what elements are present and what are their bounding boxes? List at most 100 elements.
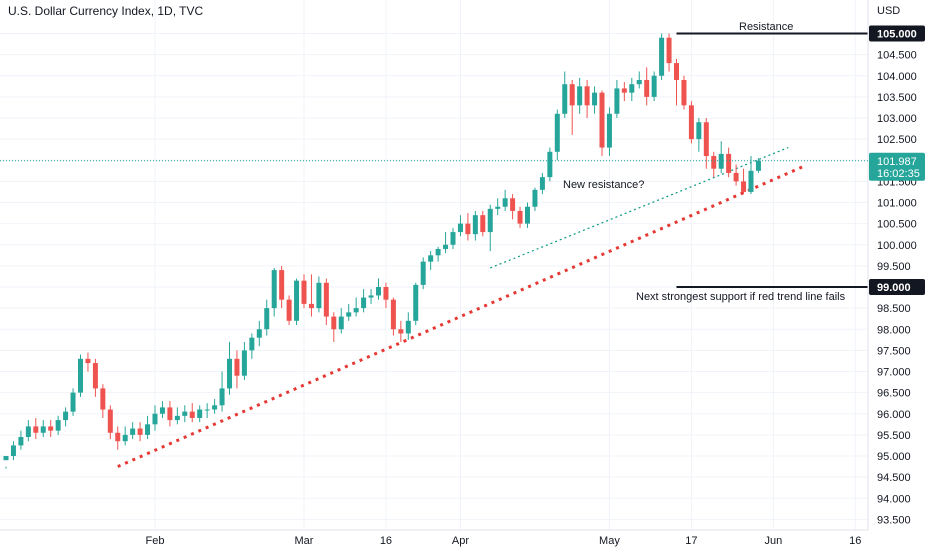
candle-down [189,411,195,418]
candle-up [70,392,76,412]
candle-down [92,363,98,389]
candle-up [532,189,538,207]
time-tick-label: 16 [849,535,861,547]
candle-up [316,282,322,309]
candle-down [115,432,121,442]
candle-up [152,413,158,425]
time-tick-label: Apr [452,535,469,547]
candle-up [539,177,545,190]
resistance-price-label: 105.000 [877,29,917,41]
support-annotation: Next strongest support if red trend line… [636,291,846,303]
candle-up [755,160,761,171]
candle-up [472,215,478,235]
time-tick-label: Mar [295,535,314,547]
candle-down [167,407,173,421]
candle-up [443,244,449,249]
candle-down [681,79,687,106]
candle-down [480,215,486,233]
candle-down [711,156,717,169]
candle-down [517,210,523,224]
candle-up [346,312,352,317]
candle-down [569,84,575,106]
candle-down [279,270,285,300]
candle-up [696,122,702,140]
candle-down [510,198,516,211]
price-tick-label: 102.500 [877,134,917,146]
candle-down [48,426,54,431]
candle-down [621,88,627,93]
candle-up [450,232,456,245]
candle-up [368,295,374,298]
current-price-label-bg [869,152,925,181]
candle-up [63,411,69,421]
candle-down [331,316,337,330]
candle-up [629,84,635,93]
candle-up [55,420,61,431]
candle-up [636,79,642,85]
candle-up [718,153,724,169]
candle-down [703,122,709,157]
candle-up [420,261,426,285]
price-tick-label: 103.500 [877,92,917,104]
candle-up [197,409,203,418]
candle-down [100,388,106,410]
price-tick-label: 101.000 [877,198,917,210]
candle-up [525,206,530,224]
support-price-label: 99.000 [877,282,911,294]
candle-up [10,445,16,456]
candle-up [413,284,419,321]
candle-down [33,426,39,433]
candle-up [495,206,501,209]
candle-down [107,409,113,433]
candle-down [234,358,240,376]
candle-up [457,223,463,233]
candle-down [741,181,747,192]
price-tick-label: 104.000 [877,71,917,83]
candle-up [174,415,180,421]
chart-grid [0,0,868,530]
price-tick-label: 98.000 [877,324,911,336]
candle-up [241,350,247,376]
candle-up [182,411,188,416]
candle-up [577,86,583,106]
candle-up [338,316,344,330]
candle-up [78,358,83,393]
candle-down [286,299,292,321]
candle-up [487,208,493,233]
candle-up [606,113,612,148]
candle-up [294,280,300,321]
resistance-price-label-bg [869,25,925,42]
candle-down [383,287,389,300]
candle-down [599,92,605,148]
candle-up [592,92,598,106]
price-tick-label: 104.500 [877,50,917,62]
price-axis[interactable]: 93.500 94.000 94.500 95.000 95.500 96.000 96.5… [877,29,917,527]
new-resistance-line [490,147,789,269]
candle-up [428,255,434,262]
candle-up [249,337,255,351]
price-tick-label: 99.500 [877,261,911,273]
candle-up [554,113,560,152]
price-tick-label: 93.500 [877,514,911,526]
candle-up [18,436,24,446]
candle-up [435,248,441,256]
price-tick-label: 100.000 [877,240,917,252]
price-tick-label: 100.500 [877,219,917,231]
time-tick-label: Feb [146,535,165,547]
candle-up [502,198,508,207]
resistance-annotation: Resistance [739,21,793,33]
price-tick-label: 96.500 [877,388,911,400]
candle-up [361,297,367,309]
price-tick-label: 98.500 [877,303,911,315]
candle-down [137,428,143,435]
candle-down [308,303,314,309]
candle-down [465,223,471,235]
time-axis[interactable]: Feb Mar 16 Apr May 17 Jun 16 [146,535,862,547]
time-tick-label: Jun [764,535,782,547]
horizontal-lines [676,32,868,288]
candle-down [688,105,694,140]
candle-up [748,170,754,192]
support-price-label-bg [869,279,925,295]
candle-up [614,88,620,114]
